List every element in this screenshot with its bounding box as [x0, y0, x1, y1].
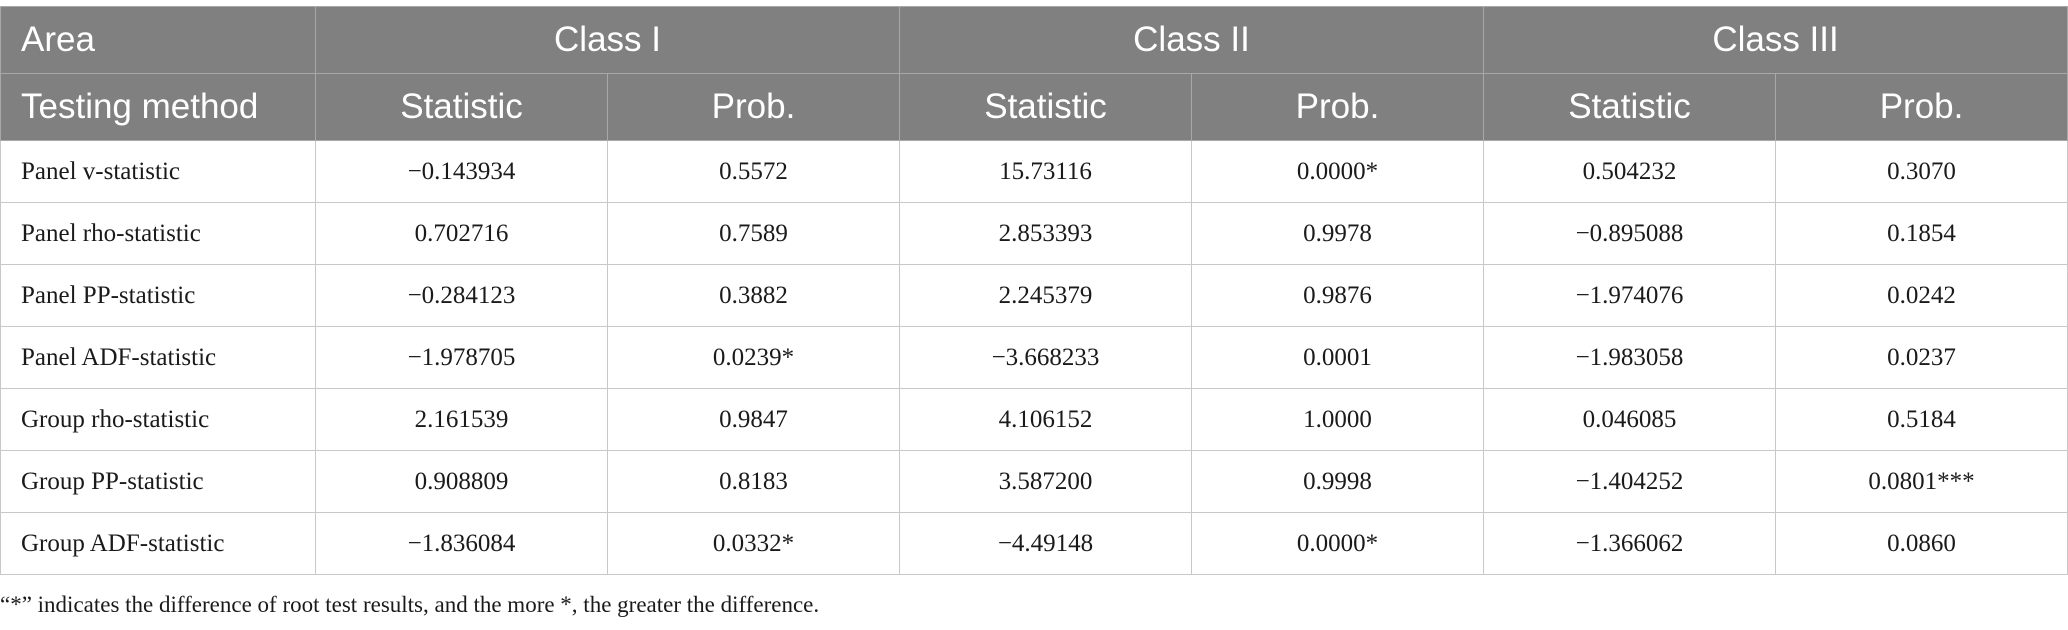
- table-row: Panel PP-statistic −0.284123 0.3882 2.24…: [0, 264, 2068, 327]
- table-cell: 0.1854: [1775, 202, 2068, 265]
- header-row-area: Area Class I Class II Class III: [0, 6, 2068, 74]
- class-i-header: Class I: [315, 6, 900, 74]
- table-header: Area Class I Class II Class III Testing …: [0, 6, 2068, 141]
- table-cell: 0.0332*: [607, 512, 900, 575]
- table-cell: −1.978705: [315, 326, 608, 389]
- table-cell: 0.9978: [1190, 202, 1485, 265]
- table-cell: 0.9876: [1190, 264, 1485, 327]
- row-method-label: Panel ADF-statistic: [0, 326, 316, 389]
- table-cell: 4.106152: [899, 388, 1192, 451]
- table-row: Group rho-statistic 2.161539 0.9847 4.10…: [0, 388, 2068, 451]
- table-cell: −1.366062: [1483, 512, 1777, 575]
- row-method-label: Panel v-statistic: [0, 140, 316, 203]
- table-cell: −0.143934: [315, 140, 608, 203]
- table-row: Panel ADF-statistic −1.978705 0.0239* −3…: [0, 326, 2068, 389]
- table-cell: 2.853393: [899, 202, 1192, 265]
- statistic-header: Statistic: [315, 73, 608, 141]
- table-cell: 0.908809: [315, 450, 608, 513]
- testing-method-header: Testing method: [0, 73, 316, 141]
- table-cell: 0.8183: [607, 450, 900, 513]
- table-cell: 1.0000: [1190, 388, 1485, 451]
- table-cell: −0.284123: [315, 264, 608, 327]
- row-method-label: Panel rho-statistic: [0, 202, 316, 265]
- row-method-label: Panel PP-statistic: [0, 264, 316, 327]
- table-row: Panel v-statistic −0.143934 0.5572 15.73…: [0, 140, 2068, 203]
- table-cell: −1.836084: [315, 512, 608, 575]
- table-cell: 0.0242: [1775, 264, 2068, 327]
- table-cell: 0.9847: [607, 388, 900, 451]
- table-row: Group PP-statistic 0.908809 0.8183 3.587…: [0, 450, 2068, 513]
- table-cell: 0.0860: [1775, 512, 2068, 575]
- prob-header: Prob.: [607, 73, 900, 141]
- table-cell: 0.5184: [1775, 388, 2068, 451]
- table-cell: 0.0801***: [1775, 450, 2068, 513]
- table-cell: 0.3882: [607, 264, 900, 327]
- cointegration-test-table-wrapper: Area Class I Class II Class III Testing …: [0, 6, 2068, 575]
- table-cell: 0.5572: [607, 140, 900, 203]
- table-cell: −1.983058: [1483, 326, 1777, 389]
- table-row: Panel rho-statistic 0.702716 0.7589 2.85…: [0, 202, 2068, 265]
- table-body: Panel v-statistic −0.143934 0.5572 15.73…: [0, 140, 2068, 575]
- class-iii-header: Class III: [1483, 6, 2068, 74]
- table-footnote: “*” indicates the difference of root tes…: [0, 592, 820, 617]
- table-cell: −1.974076: [1483, 264, 1777, 327]
- table-cell: 0.702716: [315, 202, 608, 265]
- statistic-header: Statistic: [1483, 73, 1777, 141]
- prob-header: Prob.: [1775, 73, 2068, 141]
- table-cell: −3.668233: [899, 326, 1192, 389]
- row-method-label: Group ADF-statistic: [0, 512, 316, 575]
- table-cell: 0.7589: [607, 202, 900, 265]
- table-cell: 3.587200: [899, 450, 1192, 513]
- table-row: Group ADF-statistic −1.836084 0.0332* −4…: [0, 512, 2068, 575]
- table-cell: 2.161539: [315, 388, 608, 451]
- table-cell: 0.0000*: [1190, 512, 1485, 575]
- table-cell: 0.046085: [1483, 388, 1777, 451]
- table-cell: −0.895088: [1483, 202, 1777, 265]
- table-cell: 0.504232: [1483, 140, 1777, 203]
- table-cell: 0.0001: [1190, 326, 1485, 389]
- table-cell: 0.0239*: [607, 326, 900, 389]
- table-cell: 15.73116: [899, 140, 1192, 203]
- row-method-label: Group rho-statistic: [0, 388, 316, 451]
- area-header: Area: [0, 6, 316, 74]
- row-method-label: Group PP-statistic: [0, 450, 316, 513]
- table-cell: −1.404252: [1483, 450, 1777, 513]
- class-ii-header: Class II: [898, 6, 1485, 74]
- table-cell: 0.0237: [1775, 326, 2068, 389]
- statistic-header: Statistic: [899, 73, 1192, 141]
- table-cell: 0.0000*: [1190, 140, 1485, 203]
- prob-header: Prob.: [1190, 73, 1485, 141]
- table-cell: 0.3070: [1775, 140, 2068, 203]
- table-cell: 0.9998: [1190, 450, 1485, 513]
- table-cell: −4.49148: [899, 512, 1192, 575]
- header-row-testing-method: Testing method Statistic Prob. Statistic…: [0, 73, 2068, 141]
- cointegration-test-table: Area Class I Class II Class III Testing …: [0, 6, 2068, 575]
- table-cell: 2.245379: [899, 264, 1192, 327]
